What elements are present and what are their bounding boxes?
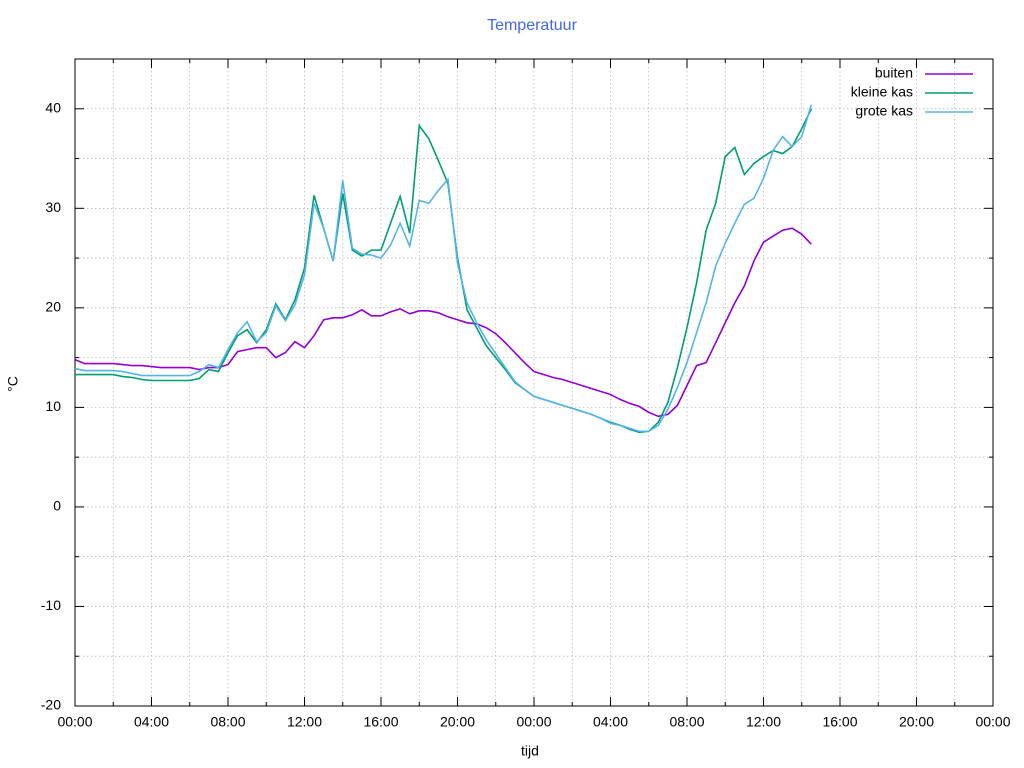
x-axis-label: tijd — [521, 743, 539, 759]
data-line — [75, 108, 813, 434]
x-tick-label: 04:00 — [593, 714, 628, 730]
y-tick-label: -20 — [41, 697, 61, 713]
x-tick-label: 20:00 — [440, 714, 475, 730]
x-tick-label: 16:00 — [822, 714, 857, 730]
y-tick-label: 0 — [53, 498, 61, 514]
x-tick-label: 16:00 — [363, 714, 398, 730]
y-tick-label: -10 — [41, 597, 61, 613]
data-line — [74, 104, 813, 433]
plot-border — [74, 58, 994, 707]
legend-label: kleine kas — [851, 84, 913, 100]
data-line — [74, 227, 812, 418]
chart-title: Temperatuur — [487, 17, 577, 34]
x-tick-label: 00:00 — [975, 714, 1010, 730]
y-tick-label: 30 — [45, 199, 61, 215]
x-tick-label: 00:00 — [516, 714, 551, 730]
legend-label: grote kas — [855, 103, 913, 119]
x-tick-label: 12:00 — [287, 714, 322, 730]
legend-label: buiten — [875, 65, 913, 81]
y-axis-label: °C — [5, 376, 21, 392]
x-tick-label: 20:00 — [899, 714, 934, 730]
x-tick-label: 04:00 — [134, 714, 169, 730]
x-tick-label: 08:00 — [210, 714, 245, 730]
x-tick-label: 00:00 — [57, 714, 92, 730]
x-tick-label: 08:00 — [669, 714, 704, 730]
y-tick-label: 40 — [45, 99, 61, 115]
y-tick-label: 10 — [45, 398, 61, 414]
y-tick-label: 20 — [45, 299, 61, 315]
x-tick-label: 12:00 — [746, 714, 781, 730]
